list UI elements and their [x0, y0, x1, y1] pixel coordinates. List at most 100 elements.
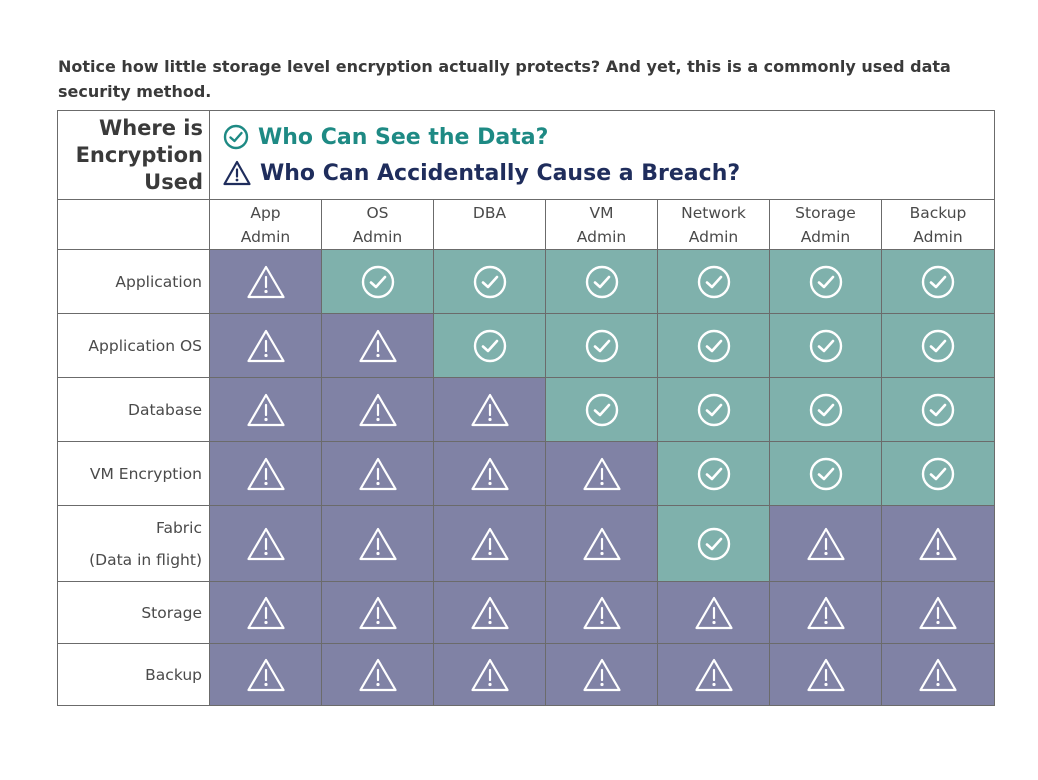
matrix-corner-title: Where is Encryption Used	[57, 110, 210, 200]
cell-can-breach	[209, 249, 322, 314]
cell-can-breach	[321, 643, 434, 706]
row-label: Fabric (Data in flight)	[57, 505, 210, 582]
cell-can-breach	[433, 581, 546, 644]
cell-can-see	[433, 249, 546, 314]
column-header: Storage Admin	[769, 199, 882, 250]
check-circle-icon	[585, 329, 618, 362]
warning-triangle-icon	[919, 527, 957, 560]
column-header-label: Admin	[240, 228, 291, 246]
warning-triangle-icon	[919, 658, 957, 691]
warning-triangle-icon	[582, 596, 621, 629]
cell-can-see	[769, 313, 882, 378]
matrix-row: Storage	[57, 581, 995, 644]
cell-can-breach	[769, 505, 882, 582]
check-circle-icon	[473, 329, 506, 362]
cell-can-breach	[209, 505, 322, 582]
warning-triangle-icon	[694, 596, 733, 629]
cell-can-see	[657, 313, 770, 378]
warning-triangle-icon	[582, 527, 621, 560]
check-circle-icon	[585, 393, 618, 426]
row-label-text: (Data in flight)	[89, 550, 202, 569]
warning-triangle-icon	[358, 457, 397, 490]
warning-triangle-icon	[582, 658, 621, 691]
cell-can-breach	[769, 581, 882, 644]
check-circle-icon	[697, 329, 730, 362]
cell-can-see	[881, 249, 995, 314]
column-header-label: Admin	[913, 228, 963, 246]
cell-can-breach	[433, 505, 546, 582]
cell-can-breach	[881, 581, 995, 644]
warning-triangle-icon	[246, 265, 285, 298]
cell-can-breach	[545, 505, 658, 582]
cell-can-breach	[657, 581, 770, 644]
cell-can-breach	[321, 313, 434, 378]
warning-triangle-icon	[470, 596, 509, 629]
cell-can-breach	[209, 377, 322, 442]
check-circle-icon	[921, 329, 955, 362]
header-blank-cell	[57, 199, 210, 250]
corner-title-line: Where is	[99, 115, 203, 140]
cell-can-see	[657, 377, 770, 442]
cell-can-see	[657, 505, 770, 582]
matrix-row: Fabric (Data in flight)	[57, 505, 995, 582]
matrix-row: Backup	[57, 643, 995, 706]
legend-see-label: Who Can See the Data?	[258, 124, 549, 150]
intro-text: Notice how little storage level encrypti…	[58, 57, 951, 101]
cell-can-see	[433, 313, 546, 378]
column-header-label: App	[250, 204, 281, 222]
column-header-label: Admin	[576, 228, 627, 246]
warning-triangle-icon	[358, 329, 397, 362]
matrix-body: Application Application OS Database VM Encr…	[57, 249, 995, 706]
cell-can-breach	[881, 505, 995, 582]
warning-triangle-icon	[582, 457, 621, 490]
warning-triangle-icon	[694, 658, 733, 691]
row-label: VM Encryption	[57, 441, 210, 506]
row-label-text: Storage	[141, 603, 202, 622]
cell-can-breach	[209, 581, 322, 644]
matrix-row: Database	[57, 377, 995, 442]
column-header-label: OS	[366, 204, 389, 222]
cell-can-breach	[321, 377, 434, 442]
matrix-legend: Who Can See the Data? Who Can Accidental…	[209, 110, 995, 200]
row-label: Application	[57, 249, 210, 314]
check-circle-icon	[921, 265, 955, 298]
row-label: Database	[57, 377, 210, 442]
warning-triangle-icon	[246, 393, 285, 426]
column-header: OS Admin	[321, 199, 434, 250]
warning-triangle-icon	[246, 658, 285, 691]
column-header-label: Backup	[909, 204, 967, 222]
cell-can-breach	[657, 643, 770, 706]
cell-can-breach	[321, 581, 434, 644]
warning-triangle-icon	[246, 596, 285, 629]
check-circle-icon	[361, 265, 394, 298]
column-header: VM Admin	[545, 199, 658, 250]
warning-triangle-icon	[246, 527, 285, 560]
check-circle-icon	[809, 329, 842, 362]
cell-can-see	[769, 377, 882, 442]
corner-title-line: Encryption	[75, 142, 203, 167]
cell-can-see	[545, 249, 658, 314]
column-header-label: Network	[681, 204, 746, 222]
check-circle-icon	[585, 265, 618, 298]
check-circle-icon	[921, 393, 955, 426]
cell-can-breach	[433, 441, 546, 506]
cell-can-see	[881, 313, 995, 378]
cell-can-breach	[545, 581, 658, 644]
matrix-row: Application	[57, 249, 995, 314]
row-label: Application OS	[57, 313, 210, 378]
cell-can-see	[657, 441, 770, 506]
warning-triangle-icon	[223, 160, 251, 186]
row-label-text: Application	[115, 272, 202, 291]
check-circle-icon	[809, 393, 842, 426]
column-header: DBA	[433, 199, 546, 250]
check-circle-icon	[223, 124, 249, 150]
cell-can-breach	[769, 643, 882, 706]
column-header-label: Admin	[688, 228, 739, 246]
row-label-text: VM Encryption	[89, 464, 202, 483]
cell-can-breach	[321, 441, 434, 506]
check-circle-icon	[473, 265, 506, 298]
cell-can-see	[881, 441, 995, 506]
row-label-text: Backup	[145, 665, 202, 684]
cell-can-breach	[433, 377, 546, 442]
warning-triangle-icon	[246, 329, 285, 362]
